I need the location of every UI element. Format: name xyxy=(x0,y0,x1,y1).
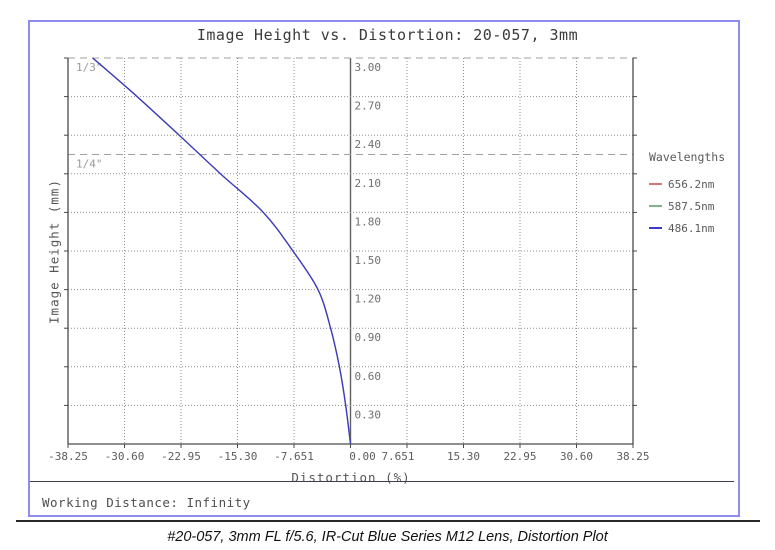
x-tick-label: 38.25 xyxy=(616,450,649,463)
curves xyxy=(92,57,352,445)
y-tick-label: 1.50 xyxy=(355,254,382,267)
legend-title: Wavelengths xyxy=(649,150,726,164)
x-tick-label: 22.95 xyxy=(503,450,536,463)
y-tick-label: 1.80 xyxy=(355,215,382,228)
y-tick-label: 3.00 xyxy=(355,61,382,74)
x-tick-label: 15.30 xyxy=(447,450,480,463)
series-color-swatch xyxy=(649,183,662,185)
legend-item-label: 587.5nm xyxy=(668,199,715,213)
x-axis-title: Distortion (%) xyxy=(291,470,411,485)
y-tick-label: 1.20 xyxy=(355,293,382,306)
series-color-swatch xyxy=(649,205,662,207)
distortion-curve-486.1nm xyxy=(92,57,352,445)
x-tick-label: 30.60 xyxy=(560,450,593,463)
x-tick-label: -30.60 xyxy=(105,450,145,463)
legend: Wavelengths 656.2nm 587.5nm 486.1nm xyxy=(649,150,759,239)
y-tick-label: 0.90 xyxy=(355,331,382,344)
working-distance-label: Working Distance: Infinity xyxy=(42,495,251,510)
y-tick-label: 2.40 xyxy=(355,138,382,151)
footer-divider xyxy=(30,481,734,482)
y-tick-label: 0.60 xyxy=(355,370,382,383)
sensor-format-lines: 1/3" 1/4" xyxy=(68,57,633,171)
x-tick-label: 7.651 xyxy=(381,450,414,463)
grid-lines xyxy=(68,58,633,444)
y-tick-label: 0.30 xyxy=(355,408,382,421)
x-tick-label: -38.25 xyxy=(48,450,88,463)
chart-title: Image Height vs. Distortion: 20-057, 3mm xyxy=(196,26,579,44)
x-tick-label: -15.30 xyxy=(218,450,258,463)
page-caption: #20-057, 3mm FL f/5.6, IR-Cut Blue Serie… xyxy=(167,529,608,545)
legend-item: 587.5nm xyxy=(649,195,759,217)
series-color-swatch xyxy=(649,227,662,229)
legend-item-label: 486.1nm xyxy=(668,221,715,235)
x-tick-label: -22.95 xyxy=(161,450,201,463)
y-tick-label: 2.10 xyxy=(355,177,382,190)
y-tick-label: 2.70 xyxy=(355,100,382,113)
axis-ticks xyxy=(64,57,637,448)
x-tick-label: 0.00 xyxy=(349,450,376,463)
y-axis-title: Image Height (mm) xyxy=(46,179,62,324)
legend-item: 656.2nm xyxy=(649,173,759,195)
plot-frame xyxy=(28,20,740,517)
legend-item-label: 656.2nm xyxy=(668,177,715,191)
sensor-format-label: 1/3" xyxy=(76,61,103,74)
tick-labels: -38.25 -30.60 -22.95 -15.30 -7.651 0.00 7.651 1… xyxy=(48,61,649,463)
caption-rule xyxy=(16,520,760,522)
legend-item: 486.1nm xyxy=(649,217,759,239)
sensor-format-label: 1/4" xyxy=(76,158,103,171)
x-tick-label: -7.651 xyxy=(274,450,314,463)
